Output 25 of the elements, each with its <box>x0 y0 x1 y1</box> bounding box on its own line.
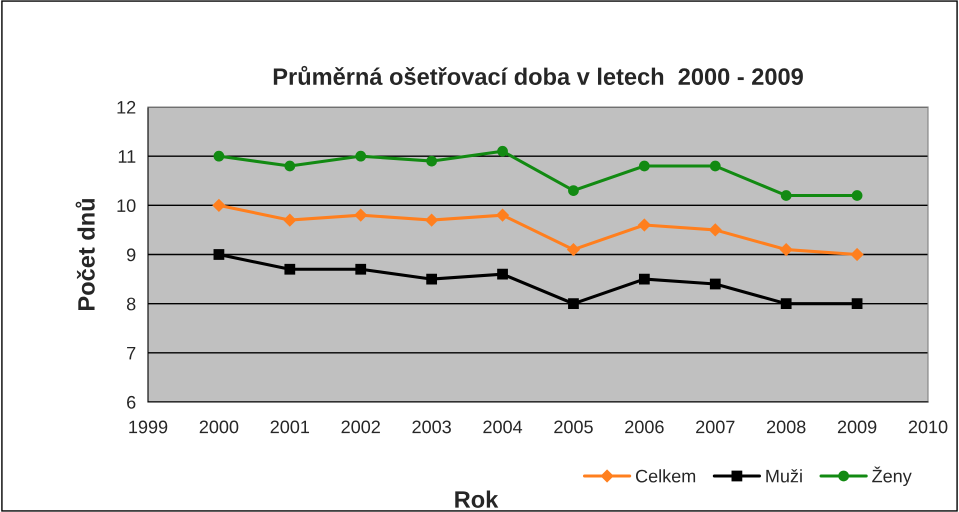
x-tick-label: 2006 <box>625 420 664 434</box>
y-tick-label: 7 <box>127 346 136 360</box>
x-tick-label: 2010 <box>908 420 948 434</box>
legend-label: Ženy <box>872 466 912 486</box>
y-axis-title: Počet dnů <box>76 198 95 310</box>
x-tick-label: 2000 <box>200 420 238 434</box>
legend-label: Celkem <box>636 469 696 482</box>
y-tick-label: 8 <box>126 298 136 310</box>
x-tick-label: 2005 <box>554 420 593 434</box>
y-tick-label: 11 <box>118 150 136 163</box>
x-tick-label: 2009 <box>838 420 876 434</box>
y-tick-label: 12 <box>117 100 136 114</box>
x-tick-label: 2004 <box>483 420 522 434</box>
x-tick-label: 2002 <box>342 420 380 434</box>
x-tick-label: 2003 <box>412 420 451 434</box>
legend-label: Muži <box>766 469 802 482</box>
x-axis-title: Rok <box>455 490 498 508</box>
x-tick-label: 2007 <box>696 420 734 434</box>
x-tick-label: 2008 <box>767 420 806 434</box>
y-tick-label: 9 <box>127 248 136 262</box>
x-tick-label: 1999 <box>129 420 168 434</box>
y-tick-label: 10 <box>117 199 136 212</box>
x-tick-label: 2001 <box>270 420 310 434</box>
chart-title: Průměrná ošetřovací doba v letech 2000 - 2009 <box>274 66 803 86</box>
y-tick-label: 6 <box>127 396 136 409</box>
